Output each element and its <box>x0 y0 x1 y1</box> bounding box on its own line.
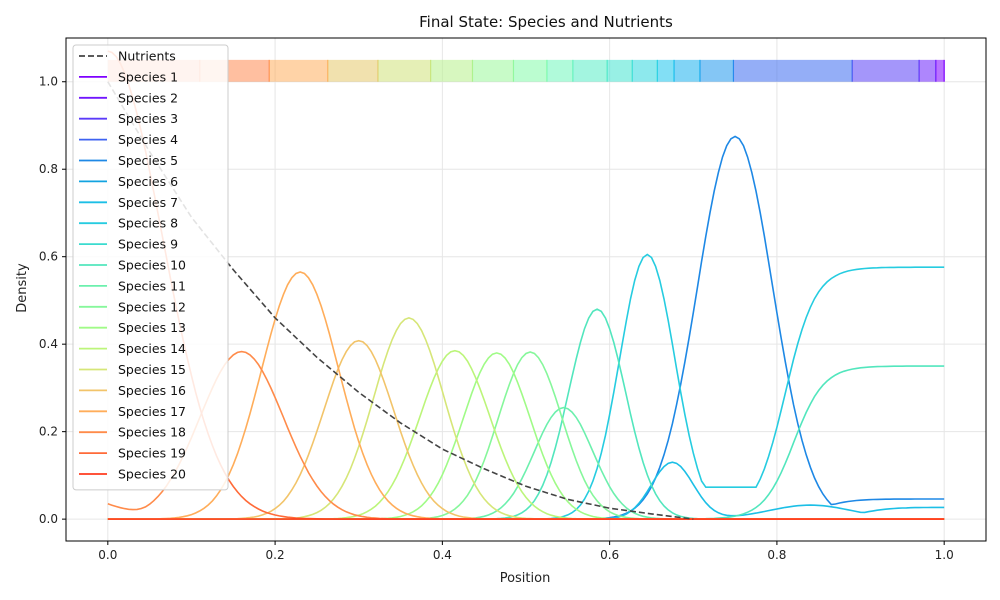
x-tick-label: 0.8 <box>767 548 786 562</box>
territory-band <box>935 59 945 82</box>
territory-band <box>327 59 378 82</box>
legend-label: Species 17 <box>118 404 186 419</box>
legend-label: Species 19 <box>118 446 186 461</box>
legend-label: Species 2 <box>118 90 178 105</box>
y-tick-label: 0.8 <box>39 162 58 176</box>
territory-band <box>733 59 853 82</box>
territory-band <box>657 59 675 82</box>
chart-title: Final State: Species and Nutrients <box>419 13 673 31</box>
territory-band <box>546 59 573 82</box>
axes-frame <box>65 37 987 542</box>
territory-band <box>430 59 473 82</box>
y-tick-label: 0.2 <box>39 425 58 439</box>
territory-band <box>572 59 608 82</box>
territory-band <box>269 59 328 82</box>
y-tick-label: 0.4 <box>39 337 58 351</box>
legend-label: Nutrients <box>118 49 176 64</box>
territory-band <box>699 59 734 82</box>
territory-band <box>852 59 920 82</box>
x-tick-label: 0.6 <box>600 548 619 562</box>
x-tick-label: 0.2 <box>266 548 285 562</box>
territory-band <box>472 59 514 82</box>
y-tick-label: 0.0 <box>39 512 58 526</box>
legend-label: Species 13 <box>118 320 186 335</box>
legend-label: Species 10 <box>118 258 186 273</box>
y-tick-label: 1.0 <box>39 75 58 89</box>
legend-label: Species 7 <box>118 195 178 210</box>
legend-label: Species 5 <box>118 153 178 168</box>
legend-label: Species 6 <box>118 174 178 189</box>
legend-label: Species 18 <box>118 425 186 440</box>
legend-label: Species 14 <box>118 341 186 356</box>
x-tick-label: 1.0 <box>935 548 954 562</box>
legend-label: Species 9 <box>118 237 178 252</box>
territory-band <box>632 59 658 82</box>
series-lines <box>107 50 945 520</box>
territory-band <box>377 59 431 82</box>
territory-band <box>513 59 547 82</box>
legend: Nutrients Species 1 Species 2 Species 3 Spec… <box>72 44 229 491</box>
territory-bands <box>107 59 945 82</box>
axes: 0.0 0.2 0.4 0.6 0.8 1.0 0.0 0.2 0.4 0.6 0.8 1.0 <box>39 37 987 562</box>
y-axis-label: Density <box>15 263 30 313</box>
legend-box <box>72 44 229 491</box>
legend-label: Species 15 <box>118 362 186 377</box>
legend-label: Species 12 <box>118 299 186 314</box>
territory-band <box>607 59 633 82</box>
x-tick-label: 0.4 <box>433 548 452 562</box>
legend-label: Species 8 <box>118 216 178 231</box>
x-axis-label: Position <box>500 571 551 586</box>
territory-band <box>919 59 936 82</box>
legend-label: Species 4 <box>118 132 178 147</box>
legend-label: Species 20 <box>118 467 186 482</box>
legend-label: Species 16 <box>118 383 186 398</box>
legend-label: Species 3 <box>118 111 178 126</box>
territory-band <box>674 59 700 82</box>
legend-label: Species 11 <box>118 278 186 293</box>
y-tick-label: 0.6 <box>39 250 58 264</box>
legend-label: Species 1 <box>118 69 178 84</box>
x-tick-label: 0.0 <box>98 548 117 562</box>
